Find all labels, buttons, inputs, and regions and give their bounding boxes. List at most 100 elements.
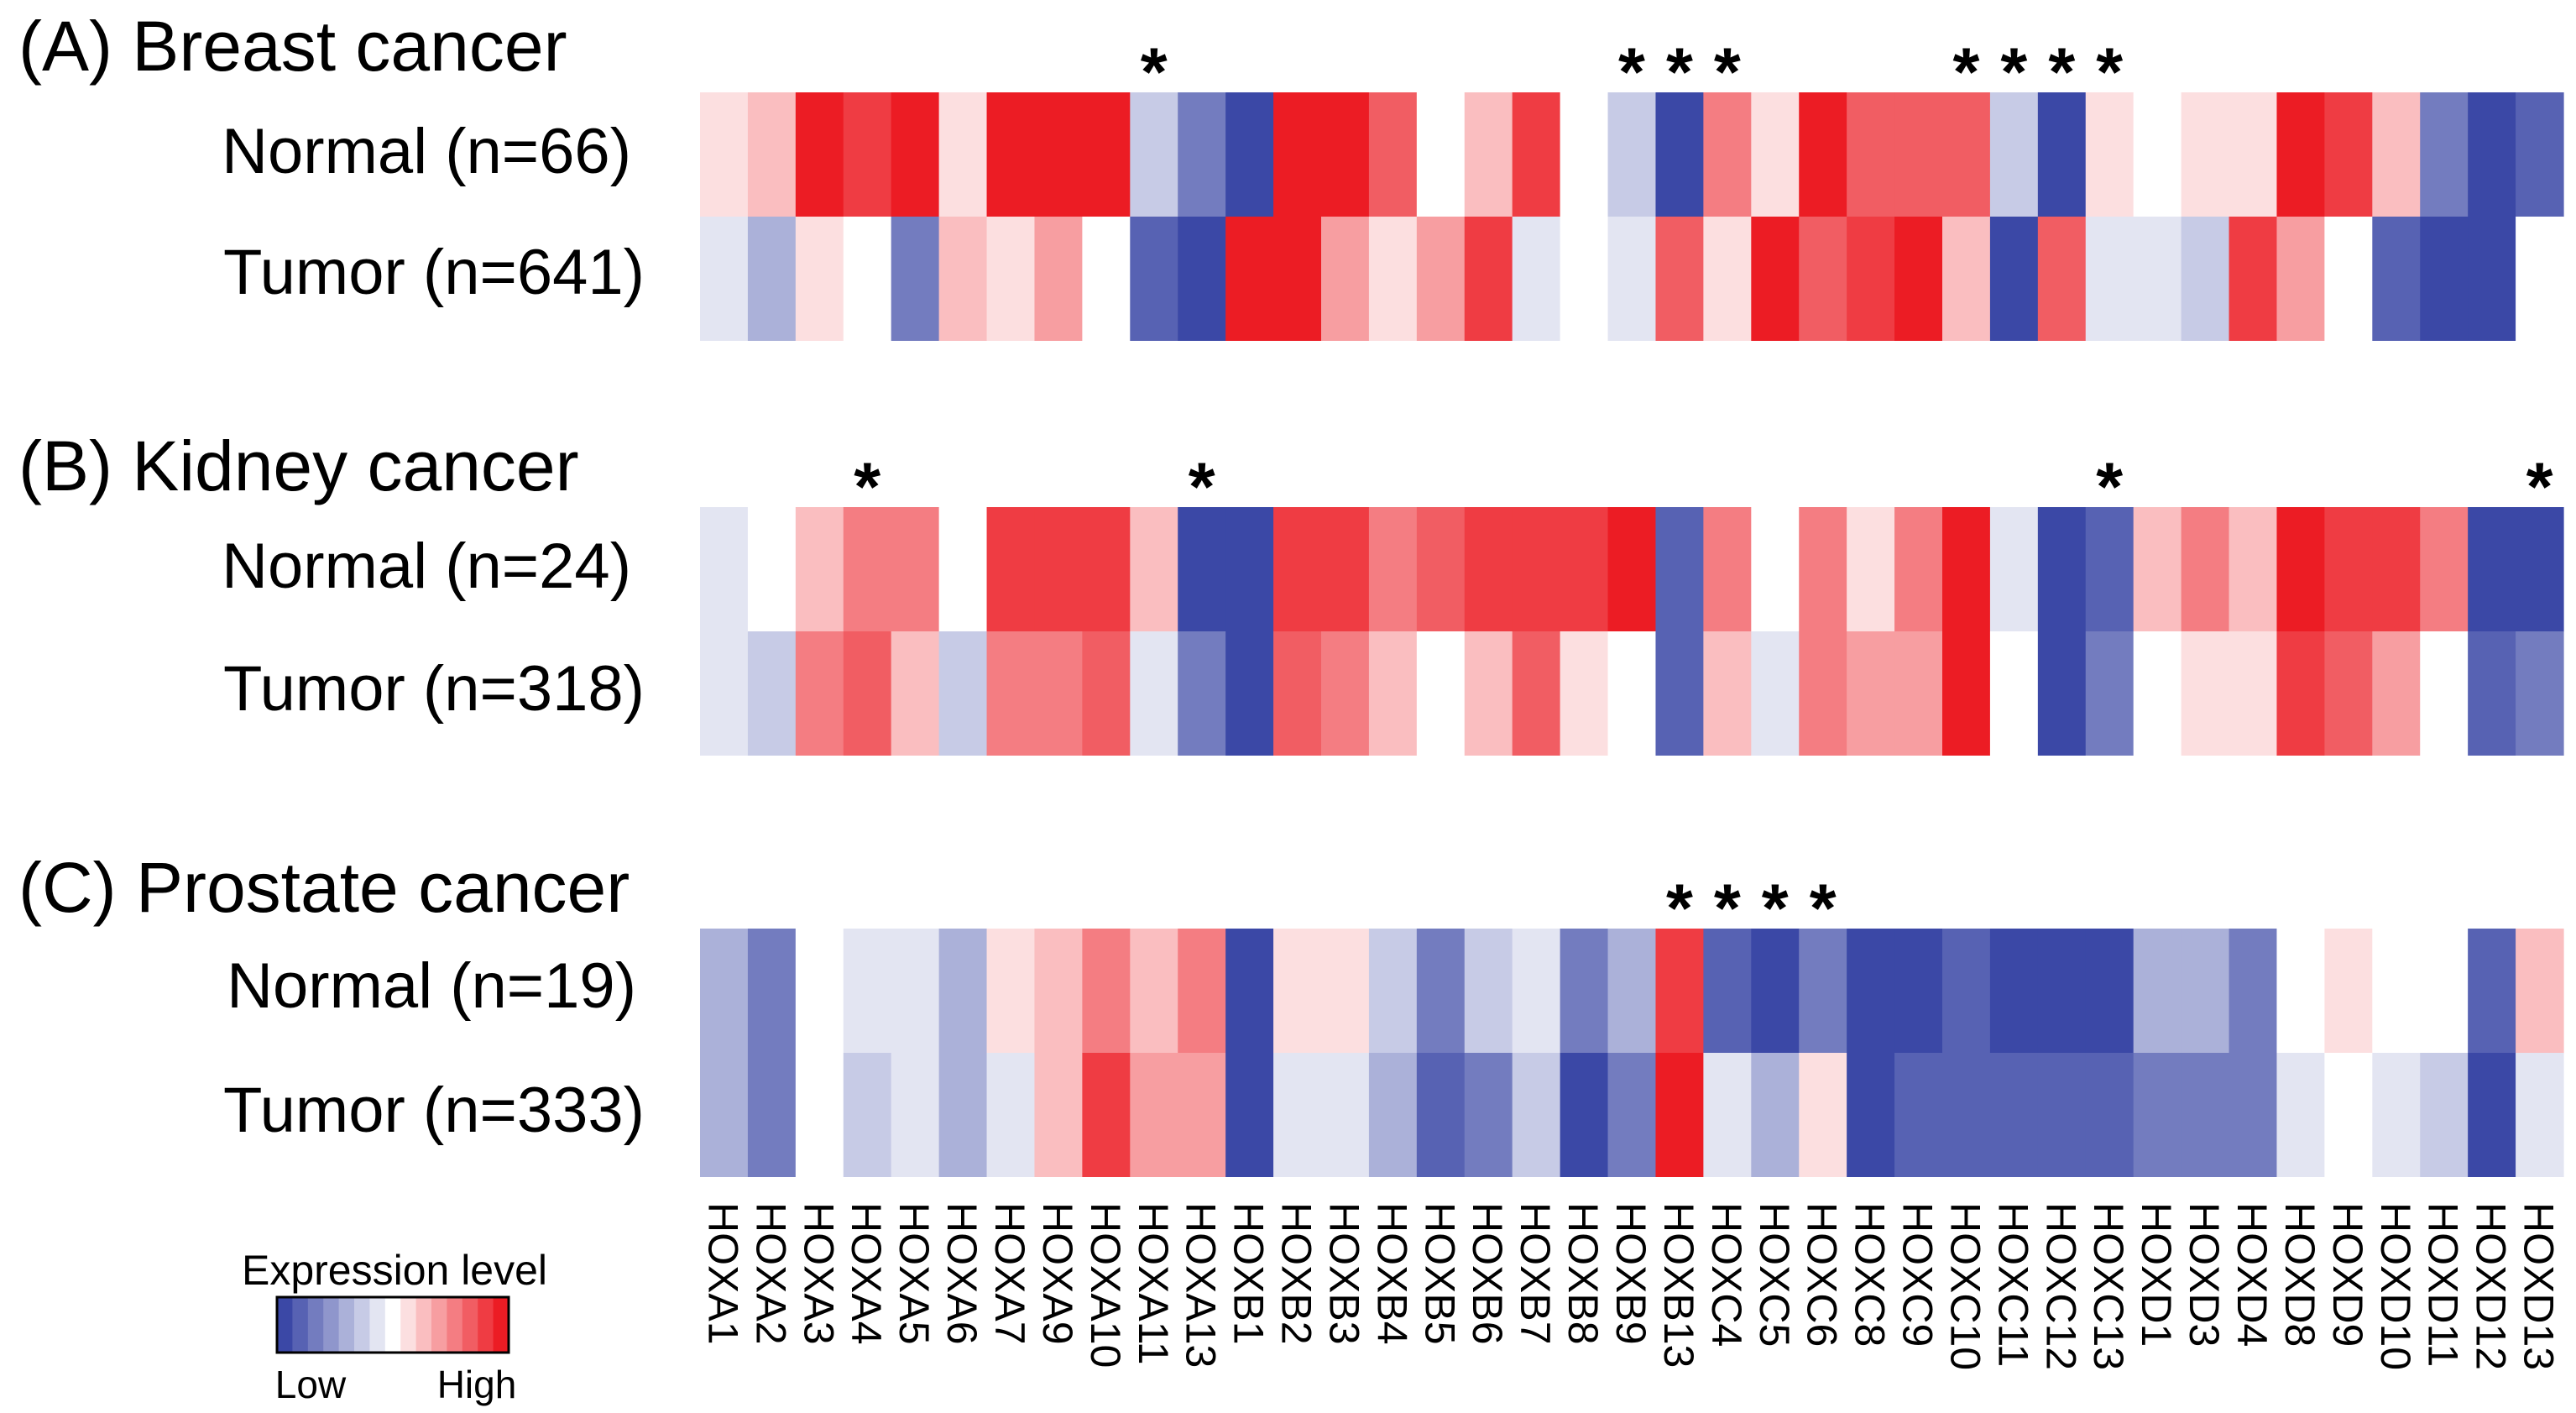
panel-title-breast: (A) Breast cancer (18, 7, 567, 86)
heatmap-cell (986, 631, 1036, 756)
legend-swatch (369, 1297, 386, 1353)
heatmap-cell (2181, 929, 2230, 1054)
heatmap-cell (986, 217, 1036, 341)
heatmap-cell (1034, 217, 1083, 341)
heatmap-cell (2133, 92, 2182, 217)
row-label-kidney-normal: Normal (n=24) (222, 531, 631, 602)
heatmap-cell (1321, 631, 1370, 756)
heatmap-cell (1034, 631, 1083, 756)
heatmap-cell (1847, 217, 1895, 341)
heatmap-cells-prostate (700, 929, 2564, 1177)
significance-star: * (854, 449, 880, 526)
heatmap-cell (2468, 929, 2516, 1054)
heatmap-cell (1942, 507, 1991, 632)
heatmap-cell (1034, 1053, 1083, 1177)
heatmap-cell (1847, 1053, 1895, 1177)
heatmap-cell (700, 1053, 749, 1177)
heatmap-cell (2181, 217, 2230, 341)
heatmap-cell (1464, 1053, 1513, 1177)
heatmap-cell (1178, 929, 1226, 1054)
heatmap-cell (2420, 929, 2469, 1054)
heatmap-cell (2420, 631, 2469, 756)
heatmap-cell (700, 929, 749, 1054)
heatmap-cell (747, 507, 797, 632)
heatmap-cell (843, 631, 892, 756)
heatmap-cell (2372, 92, 2421, 217)
panel-breast-cancer: (A) Breast cancer Normal (n=66) Tumor (n… (18, 7, 2564, 341)
heatmap-cell (1894, 631, 1943, 756)
legend-swatch (462, 1297, 478, 1353)
gene-label: HOXD1 (2133, 1202, 2180, 1347)
heatmap-cell (1607, 631, 1657, 756)
heatmap-cell (1703, 92, 1752, 217)
legend-swatch (447, 1297, 463, 1353)
gene-axis-labels: HOXA1 HOXA2 HOXA3 HOXA4 HOXA5 HOXA6 HOXA7 HOXA9… (699, 1202, 2562, 1370)
heatmap-cell (1894, 217, 1943, 341)
heatmap-cell (700, 507, 749, 632)
heatmap-cell (1034, 507, 1083, 632)
heatmap-cell (1321, 92, 1370, 217)
heatmap-cell (747, 631, 797, 756)
heatmap-cell (2468, 1053, 2516, 1177)
heatmap-cell (1082, 217, 1131, 341)
gene-label: HOXC12 (2037, 1202, 2084, 1370)
heatmap-cell (1368, 92, 1418, 217)
heatmap-cell (2516, 507, 2564, 632)
heatmap-cell (1082, 1053, 1131, 1177)
gene-label: HOXC11 (1989, 1202, 2036, 1367)
gene-label: HOXA13 (1178, 1202, 1225, 1368)
heatmap-cell (1607, 1053, 1657, 1177)
heatmap-cell (2085, 631, 2134, 756)
heatmap-cell (1894, 92, 1943, 217)
gene-label: HOXD13 (2516, 1202, 2563, 1370)
heatmap-cell (1655, 217, 1704, 341)
heatmap-cell (2037, 1053, 2087, 1177)
heatmap-cell (1847, 92, 1895, 217)
heatmap-cell (2468, 631, 2516, 756)
heatmap-cell (1703, 507, 1752, 632)
heatmap-cell (2181, 1053, 2230, 1177)
heatmap-cell (891, 92, 940, 217)
heatmap-cell (2085, 217, 2134, 341)
heatmap-cell (1607, 929, 1657, 1054)
heatmap-cell (843, 92, 892, 217)
row-label-breast-tumor: Tumor (n=641) (223, 237, 645, 308)
heatmap-cell (2037, 631, 2087, 756)
significance-star: * (1810, 871, 1837, 947)
heatmap-cell (986, 929, 1036, 1054)
heatmap-cell (1178, 217, 1226, 341)
gene-label: HOXA9 (1034, 1202, 1081, 1345)
heatmap-cell (1655, 929, 1704, 1054)
heatmap-cell (1799, 631, 1847, 756)
legend-low-label: Low (275, 1363, 347, 1406)
heatmap-cell (2037, 929, 2087, 1054)
heatmap-cell (1130, 929, 1178, 1054)
heatmap-cell (1178, 92, 1226, 217)
legend-swatch (384, 1297, 401, 1353)
heatmap-cell (2037, 507, 2087, 632)
row-label-prostate-normal: Normal (n=19) (227, 950, 636, 1022)
heatmap-cell (2516, 217, 2564, 341)
significance-star: * (2096, 449, 2123, 526)
heatmap-cell (938, 217, 988, 341)
heatmap-cell (1942, 1053, 1991, 1177)
heatmap-cell (1082, 507, 1131, 632)
heatmap-cell (1703, 929, 1752, 1054)
heatmap-cell (891, 217, 940, 341)
heatmap-cell (1178, 1053, 1226, 1177)
heatmap-cell (2276, 217, 2325, 341)
significance-star: * (1618, 34, 1645, 111)
heatmap-cell (2133, 929, 2182, 1054)
heatmap-cell (843, 507, 892, 632)
heatmap-cell (1225, 217, 1274, 341)
heatmap-cell (1847, 929, 1895, 1054)
heatmap-cell (1942, 929, 1991, 1054)
heatmap-cell (1560, 507, 1609, 632)
heatmap-cell (1942, 92, 1991, 217)
heatmap-cell (2420, 92, 2469, 217)
heatmap-cell (1751, 507, 1800, 632)
heatmap-cell (1273, 1053, 1322, 1177)
heatmap-cell (2516, 1053, 2564, 1177)
legend-swatch (354, 1297, 370, 1353)
legend-swatch (277, 1297, 293, 1353)
